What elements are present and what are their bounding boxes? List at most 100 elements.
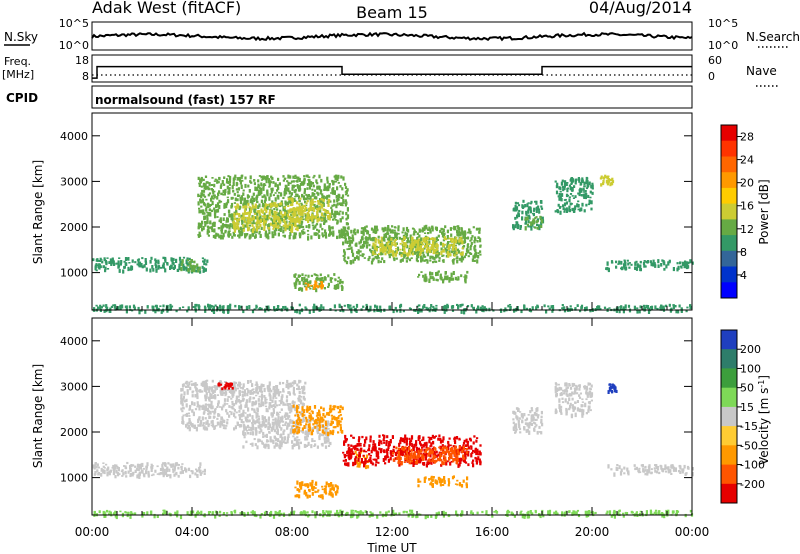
velocity-colorbar-segment [721, 406, 737, 427]
velocity-colorbar-frame [720, 329, 738, 504]
noise-sky-line [91, 31, 693, 42]
velocity-colorbar-tick-label: -50 [740, 439, 758, 452]
power-colorbar: 28 24 20 16 12 8 4 [720, 124, 754, 299]
date-title: 04/Aug/2014 [589, 0, 692, 17]
velocity-colorbar-segment [721, 349, 737, 369]
freq-right-tick-bottom: 0 [708, 70, 715, 83]
time-axis: 00:00 04:00 08:00 12:00 16:00 20:00 00:00 [75, 302, 710, 539]
noise-sky-label: N.Sky [4, 30, 38, 44]
power-echo-patch [197, 174, 350, 241]
power-ytick-label: 3000 [60, 175, 88, 188]
power-data-layer [92, 174, 694, 315]
time-tick-label: 00:00 [675, 525, 710, 539]
velocity-colorbar-tick-label: 100 [740, 362, 761, 375]
power-colorbar-tick-label: 4 [740, 269, 747, 282]
power-panel-frame [91, 112, 693, 311]
noise-panel: N.Sky 10^5 10^0 10^5 10^0 N.Search [4, 17, 800, 52]
noise-panel-frame [91, 21, 693, 51]
time-tick-label: 12:00 [375, 525, 410, 539]
velocity-colorbar-segment [721, 426, 737, 446]
velocity-colorbar-label: Velocity [m s-1] [757, 375, 771, 465]
noise-search-label: N.Search [746, 30, 800, 44]
power-ytick-label: 1000 [60, 267, 88, 280]
velocity-echo-patch [217, 382, 234, 391]
noise-left-tick-top: 10^5 [59, 17, 89, 30]
velocity-echo-patch [392, 445, 469, 466]
noise-right-tick-bottom: 10^0 [708, 39, 738, 52]
station-title: Adak West (fitACF) [92, 0, 241, 17]
freq-left-tick-bottom: 8 [82, 70, 89, 83]
velocity-colorbar: 200 100 50 15 -15 -50 -100 -200 [720, 329, 765, 504]
freq-right-tick-top: 60 [708, 54, 722, 67]
velocity-colorbar-segment [721, 387, 737, 408]
velocity-colorbar-tick-label: -15 [740, 420, 758, 433]
velocity-echo-patch [242, 418, 332, 450]
velocity-echo-patch [180, 379, 307, 432]
velocity-echo-patch [93, 509, 694, 520]
power-panel: 4000 3000 2000 1000 Slant Range [km] 28 24 20… [31, 112, 771, 315]
velocity-echo-patch [607, 383, 618, 394]
time-tick-label: 04:00 [175, 525, 210, 539]
power-ytick-label: 4000 [60, 130, 88, 143]
power-echo-patch [605, 259, 694, 273]
power-colorbar-segment [721, 235, 737, 252]
noise-left-tick-bottom: 10^0 [59, 39, 89, 52]
power-echo-patch [372, 236, 464, 258]
power-ytick-label: 2000 [60, 221, 88, 234]
power-colorbar-tick-label: 12 [740, 223, 754, 236]
power-echo-patch [232, 202, 302, 233]
power-colorbar-segment [721, 125, 737, 142]
beam-title: Beam 15 [356, 3, 428, 22]
cpid-program: normalsound (fast) 157 RF [95, 93, 276, 107]
nave-label: Nave [746, 64, 777, 78]
cpid-panel-frame [91, 85, 693, 109]
velocity-echo-patch [554, 382, 594, 419]
velocity-colorbar-segment [721, 464, 737, 485]
cpid-label: CPID [6, 91, 38, 105]
freq-label-line2: [MHz] [2, 68, 34, 81]
velocity-ytick-label: 3000 [60, 380, 88, 393]
power-echo-patch [524, 215, 544, 231]
velocity-ylabel: Slant Range [km] [31, 364, 45, 468]
freq-panel-frame [91, 54, 693, 83]
power-ylabel: Slant Range [km] [31, 160, 45, 264]
power-colorbar-tick-label: 16 [740, 200, 754, 213]
velocity-data-layer [92, 379, 694, 520]
freq-line [92, 65, 692, 79]
power-colorbar-tick-label: 24 [740, 154, 754, 167]
power-echo-patch [417, 270, 469, 284]
power-colorbar-label: Power [dB] [757, 179, 771, 244]
power-colorbar-segment [721, 219, 737, 236]
velocity-echo-patch [417, 475, 469, 489]
power-echo-patch [293, 273, 344, 293]
velocity-echo-patch [292, 404, 344, 437]
velocity-colorbar-tick-label: -100 [740, 459, 765, 472]
power-colorbar-frame [720, 124, 738, 299]
power-echo-patch [180, 259, 201, 273]
power-echo-patch [287, 197, 332, 224]
velocity-ytick-label: 4000 [60, 335, 88, 348]
power-colorbar-segment [721, 282, 737, 299]
power-colorbar-segment [721, 203, 737, 220]
velocity-colorbar-tick-label: 200 [740, 343, 761, 356]
time-tick-label: 16:00 [475, 525, 510, 539]
freq-panel: Freq. [MHz] 18 8 60 0 Nave [2, 54, 778, 87]
time-tick-label: 20:00 [575, 525, 610, 539]
power-colorbar-segment [721, 266, 737, 283]
velocity-echo-patch [92, 461, 206, 479]
power-colorbar-segment [721, 140, 737, 157]
velocity-yaxis: 4000 3000 2000 1000 [60, 335, 692, 485]
power-echo-patch [512, 199, 545, 231]
power-colorbar-segment [721, 187, 737, 205]
power-echo-patch [599, 174, 615, 187]
freq-label-line1: Freq. [4, 55, 31, 68]
power-colorbar-tick-label: 28 [740, 131, 754, 144]
velocity-colorbar-segment [721, 483, 737, 504]
velocity-echo-patch [294, 479, 339, 500]
freq-left-tick-top: 18 [75, 54, 89, 67]
velocity-echo-patch [512, 407, 544, 435]
power-colorbar-segment [721, 250, 737, 267]
velocity-colorbar-tick-label: -200 [740, 478, 765, 491]
velocity-ytick-label: 1000 [60, 472, 88, 485]
velocity-colorbar-tick-label: 50 [740, 382, 754, 395]
